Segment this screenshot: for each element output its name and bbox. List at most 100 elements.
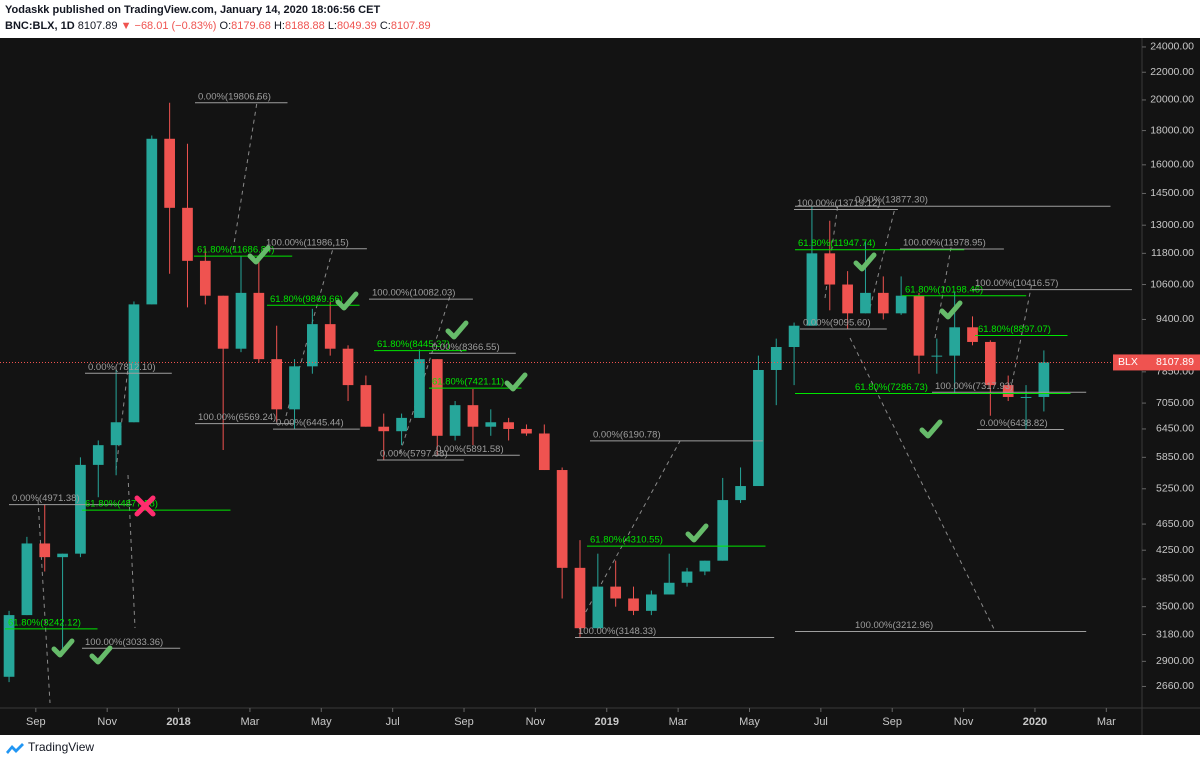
candle-body — [324, 324, 336, 349]
check-icon — [685, 523, 709, 543]
x-tick-label: Nov — [954, 716, 974, 728]
y-tick-label: 4650.00 — [1156, 518, 1194, 530]
candle-body — [146, 138, 158, 305]
last-price-tag — [1113, 354, 1200, 371]
candle-body — [1038, 362, 1050, 397]
candle-body — [860, 292, 871, 314]
check-icon — [919, 419, 943, 439]
chart: 0.00%(19806.56)61.80%(11686.84)100.00%(1… — [0, 38, 1200, 735]
fib-label: 0.00%(5797.68) — [380, 448, 448, 459]
brand: TradingView — [28, 740, 94, 754]
fib-label: 0.00%(7812.10) — [88, 362, 156, 373]
down-arrow: ▼ — [120, 20, 132, 32]
candle-body — [770, 347, 782, 370]
footer: TradingView — [0, 735, 1200, 760]
fib-label: 100.00%(3148.33) — [578, 626, 656, 637]
y-tick-label: 20000.00 — [1150, 94, 1194, 106]
x-tick-label: Jul — [814, 716, 828, 728]
fib-label: 61.80%(7286.73) — [855, 382, 928, 393]
ohlc-c: 8107.89 — [390, 20, 431, 32]
candle-body — [949, 327, 961, 356]
y-tick-label: 3500.00 — [1156, 600, 1194, 612]
candle-body — [75, 464, 86, 554]
check-icon — [335, 291, 359, 311]
last-price-value: 8107.89 — [1156, 356, 1194, 368]
y-tick-label: 11800.00 — [1151, 247, 1194, 259]
fib-label: 0.00%(19806.56) — [198, 91, 271, 102]
fib-label: 100.00%(3033.36) — [85, 637, 163, 648]
fib-label: 0.00%(13877.30) — [855, 195, 928, 206]
candle-body — [360, 385, 372, 427]
y-tick-label: 2660.00 — [1156, 680, 1194, 692]
x-tick-label: May — [311, 716, 332, 728]
candle-body — [574, 567, 586, 629]
x-tick-label: Mar — [669, 716, 688, 728]
fib-label: 61.80%(10198.46) — [905, 284, 983, 295]
check-icon — [939, 300, 963, 320]
y-tick-label: 13000.00 — [1150, 219, 1194, 231]
fib-label: 61.80%(3242.12) — [8, 617, 81, 628]
candle-body — [271, 359, 283, 410]
fib-label: 100.00%(11986.15) — [266, 237, 349, 248]
y-tick-label: 14500.00 — [1150, 187, 1194, 199]
fib-label: 100.00%(6569.24) — [198, 412, 276, 423]
x-tick-label: 2018 — [166, 716, 190, 728]
trend-dash — [232, 95, 259, 251]
candle-body — [182, 207, 193, 261]
y-tick-label: 7050.00 — [1156, 397, 1194, 409]
trend-dash — [115, 367, 129, 471]
header: Yodaskk published on TradingView.com, Ja… — [0, 0, 1200, 38]
fib-label: 61.80%(11947.74) — [798, 238, 875, 249]
candle-body — [753, 369, 764, 487]
check-icon — [51, 638, 75, 658]
x-tick-label: 2020 — [1023, 716, 1047, 728]
x-tick-label: May — [739, 716, 760, 728]
fib-label: 100.00%(11978.95) — [903, 237, 986, 248]
publisher-text: Yodaskk published on TradingView.com, Ja… — [5, 4, 381, 16]
ohlc-h-label: H: — [273, 20, 285, 32]
y-tick-label: 6450.00 — [1156, 423, 1194, 435]
candle-body — [824, 253, 836, 285]
symbol-line: BNC:BLX, 1D 8107.89 ▼ −68.01 (−0.83%) O:… — [5, 20, 431, 32]
candle-body — [289, 366, 300, 410]
candle-body — [1002, 385, 1014, 397]
candle-body — [92, 445, 104, 465]
candle-body — [895, 295, 907, 314]
x-tick-label: 2019 — [595, 716, 619, 728]
fib-label: 61.80%(4877.58) — [85, 499, 158, 510]
ohlc-h: 8188.88 — [284, 20, 325, 32]
check-icon — [853, 252, 877, 272]
y-tick-label: 4250.00 — [1156, 544, 1194, 556]
fib-label: 100.00%(10082.03) — [372, 288, 455, 299]
candle-body — [610, 586, 622, 599]
candle-body — [3, 615, 15, 677]
candle-body — [717, 500, 729, 561]
candle-body — [913, 295, 925, 356]
fib-label: 100.00%(7317.93) — [935, 381, 1013, 392]
fib-label: 0.00%(6438.82) — [980, 418, 1048, 429]
fib-label: 61.80%(9869.66) — [270, 294, 343, 305]
x-tick-label: Sep — [26, 716, 46, 728]
publisher-line: Yodaskk published on TradingView.com, Ja… — [5, 4, 380, 16]
change: −68.01 (−0.83%) — [134, 20, 217, 32]
candle-body — [735, 486, 746, 501]
candle-body — [1020, 396, 1032, 398]
ohlc-l-label: L: — [327, 20, 337, 32]
candle-body — [967, 327, 978, 342]
last-price: 8107.89 — [77, 20, 118, 32]
fib-label: 100.00%(13719.12) — [797, 198, 880, 209]
y-tick-label: 3850.00 — [1156, 573, 1194, 585]
ohlc-l: 8049.39 — [337, 20, 377, 32]
fib-label: 0.00%(5891.58) — [436, 444, 504, 455]
fib-label: 0.00%(6190.78) — [593, 429, 661, 440]
footer-logo: TradingView — [6, 740, 94, 754]
symbol: BNC:BLX, 1D — [5, 20, 75, 32]
candle-body — [521, 428, 532, 434]
candle-body — [556, 470, 568, 568]
x-tick-label: Sep — [454, 716, 474, 728]
candles — [3, 102, 1050, 683]
fib-annotations: 0.00%(19806.56)61.80%(11686.84)100.00%(1… — [5, 91, 1132, 649]
candle-body — [253, 292, 265, 360]
candle-body — [128, 304, 140, 423]
trend-dash — [869, 207, 896, 309]
